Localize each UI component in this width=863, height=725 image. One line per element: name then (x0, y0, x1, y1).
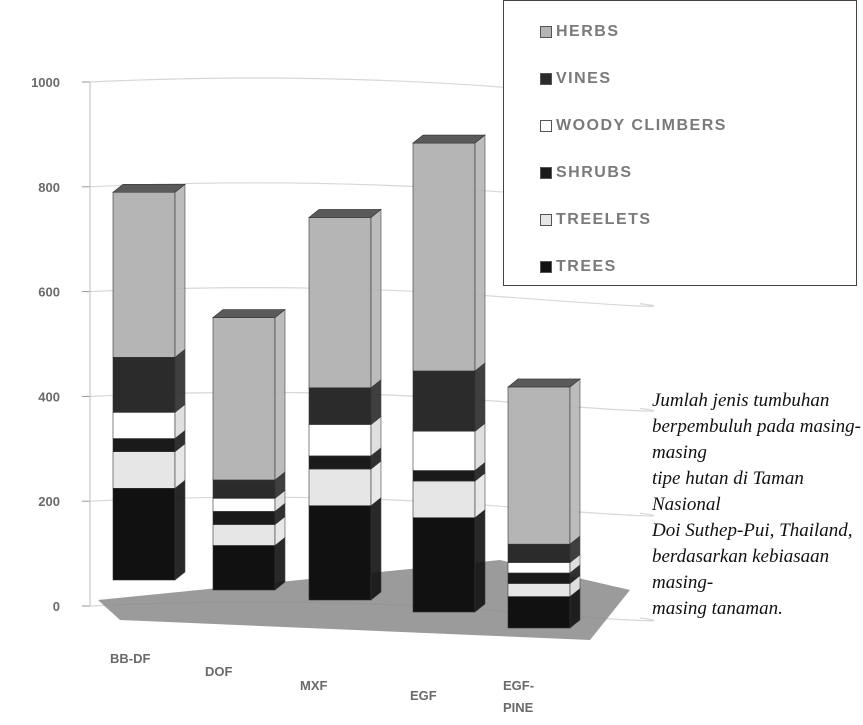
bar-side (274, 536, 286, 591)
bar-segment-treelets (507, 583, 571, 597)
legend-label: HERBS (556, 23, 620, 40)
bar-stack (112, 183, 186, 581)
bar-segment-shrubs (212, 511, 276, 525)
bar-stack (412, 134, 486, 613)
bar-side (474, 362, 486, 432)
x-category-label: DOF (205, 664, 233, 679)
bar-top-cap (212, 309, 286, 318)
bar-side (174, 183, 186, 358)
legend-label: SHRUBS (556, 164, 633, 181)
legend-swatch (540, 261, 552, 273)
x-category-label: BB-DF (110, 651, 150, 666)
legend-label: VINES (556, 70, 612, 87)
bar-segment-treelets (212, 524, 276, 546)
bar-segment-shrubs (308, 455, 372, 470)
legend: HERBS VINES WOODY CLIMBERS SHRUBS TREELETS TR… (503, 0, 857, 286)
x-category-label: EGF-PINE (503, 678, 534, 715)
x-axis-labels: BB-DF DOF MXF EGF EGF-PINE (110, 651, 534, 715)
bar-segment-vines (112, 356, 176, 413)
bar-top-cap (412, 134, 486, 144)
figure-caption: Jumlah jenis tumbuhan berpembuluh pada m… (652, 390, 861, 619)
bar-segment-woody-climbers (412, 430, 476, 471)
bar-segment-trees (308, 505, 372, 601)
legend-label: TREELETS (556, 211, 652, 228)
bar-side (569, 378, 581, 545)
bar-segment-treelets (112, 451, 176, 489)
legend-item: HERBS (540, 21, 620, 43)
bar-segment-shrubs (112, 438, 176, 452)
bar-segment-shrubs (507, 572, 571, 584)
x-category-label: MXF (300, 678, 328, 693)
y-tick-label: 400 (38, 389, 60, 404)
legend-label: TREES (556, 258, 617, 275)
bar-segment-herbs (412, 142, 476, 372)
x-category-label: EGF (410, 688, 437, 703)
legend-item: SHRUBS (540, 162, 633, 184)
legend-item: TREELETS (540, 209, 652, 231)
bar-segment-woody-climbers (507, 562, 571, 574)
bar-segment-vines (507, 543, 571, 563)
bar-side (474, 509, 486, 613)
bar-stack (507, 378, 581, 629)
legend-swatch (540, 167, 552, 179)
bar-segment-herbs (507, 386, 571, 545)
legend-item: VINES (540, 68, 612, 90)
bar-segment-trees (212, 545, 276, 591)
y-tick-label: 1000 (31, 75, 60, 90)
bar-segment-woody-climbers (112, 412, 176, 439)
bars (112, 134, 581, 629)
bar-segment-vines (308, 387, 372, 425)
bar-segment-trees (112, 487, 176, 581)
bar-side (174, 479, 186, 581)
legend-swatch (540, 214, 552, 226)
y-axis-ticks: 0 200 400 600 800 1000 (31, 75, 91, 614)
bar-segment-trees (412, 517, 476, 613)
bar-side (174, 348, 186, 413)
bar-side (370, 208, 382, 389)
bar-segment-herbs (112, 191, 176, 358)
bar-segment-vines (412, 370, 476, 432)
bar-top-cap (308, 209, 382, 218)
bar-top-cap (507, 378, 581, 388)
bar-segment-herbs (212, 317, 276, 481)
bar-segment-treelets (308, 468, 372, 506)
legend-swatch (540, 26, 552, 38)
bar-stack (212, 308, 286, 591)
bar-segment-trees (507, 596, 571, 629)
bar-stack (308, 208, 382, 601)
bar-top-cap (112, 183, 186, 193)
bar-side (370, 497, 382, 601)
y-tick-label: 0 (53, 599, 60, 614)
y-tick-label: 800 (38, 180, 60, 195)
legend-item: WOODY CLIMBERS (540, 115, 727, 137)
bar-segment-woody-climbers (308, 424, 372, 457)
bar-side (474, 134, 486, 372)
legend-label: WOODY CLIMBERS (556, 117, 727, 134)
legend-swatch (540, 120, 552, 132)
bar-segment-shrubs (412, 470, 476, 482)
legend-item: TREES (540, 256, 617, 278)
bar-segment-treelets (412, 480, 476, 518)
bar-side (274, 308, 286, 481)
y-tick-label: 200 (38, 494, 60, 509)
bar-segment-vines (212, 479, 276, 499)
y-tick-label: 600 (38, 285, 60, 300)
bar-segment-herbs (308, 217, 372, 389)
legend-swatch (540, 73, 552, 85)
bar-segment-woody-climbers (212, 497, 276, 512)
